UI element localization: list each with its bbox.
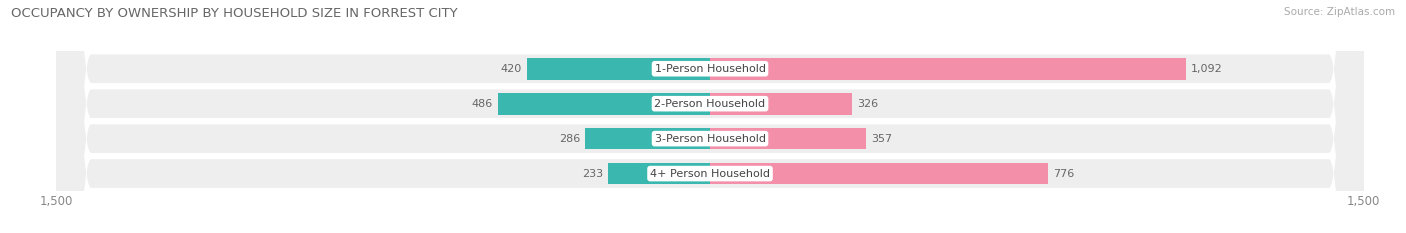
Bar bbox=[527, 58, 710, 80]
Text: OCCUPANCY BY OWNERSHIP BY HOUSEHOLD SIZE IN FORREST CITY: OCCUPANCY BY OWNERSHIP BY HOUSEHOLD SIZE… bbox=[11, 7, 458, 20]
Text: 420: 420 bbox=[501, 64, 522, 74]
Text: 1,092: 1,092 bbox=[1191, 64, 1223, 74]
Text: 486: 486 bbox=[472, 99, 494, 109]
Bar bbox=[609, 163, 710, 185]
Bar bbox=[585, 128, 710, 150]
FancyBboxPatch shape bbox=[56, 0, 1364, 233]
Text: Source: ZipAtlas.com: Source: ZipAtlas.com bbox=[1284, 7, 1395, 17]
Bar bbox=[710, 163, 1049, 185]
Text: 2-Person Household: 2-Person Household bbox=[654, 99, 766, 109]
Text: 776: 776 bbox=[1053, 169, 1074, 178]
Bar bbox=[498, 93, 710, 115]
Text: 233: 233 bbox=[582, 169, 603, 178]
FancyBboxPatch shape bbox=[56, 0, 1364, 233]
Text: 326: 326 bbox=[858, 99, 879, 109]
Text: 1-Person Household: 1-Person Household bbox=[655, 64, 765, 74]
Text: 4+ Person Household: 4+ Person Household bbox=[650, 169, 770, 178]
Bar bbox=[710, 58, 1187, 80]
Bar bbox=[710, 128, 866, 150]
Text: 3-Person Household: 3-Person Household bbox=[655, 134, 765, 144]
Text: 357: 357 bbox=[870, 134, 891, 144]
Bar bbox=[710, 93, 852, 115]
FancyBboxPatch shape bbox=[56, 0, 1364, 233]
FancyBboxPatch shape bbox=[56, 0, 1364, 233]
Text: 286: 286 bbox=[560, 134, 581, 144]
